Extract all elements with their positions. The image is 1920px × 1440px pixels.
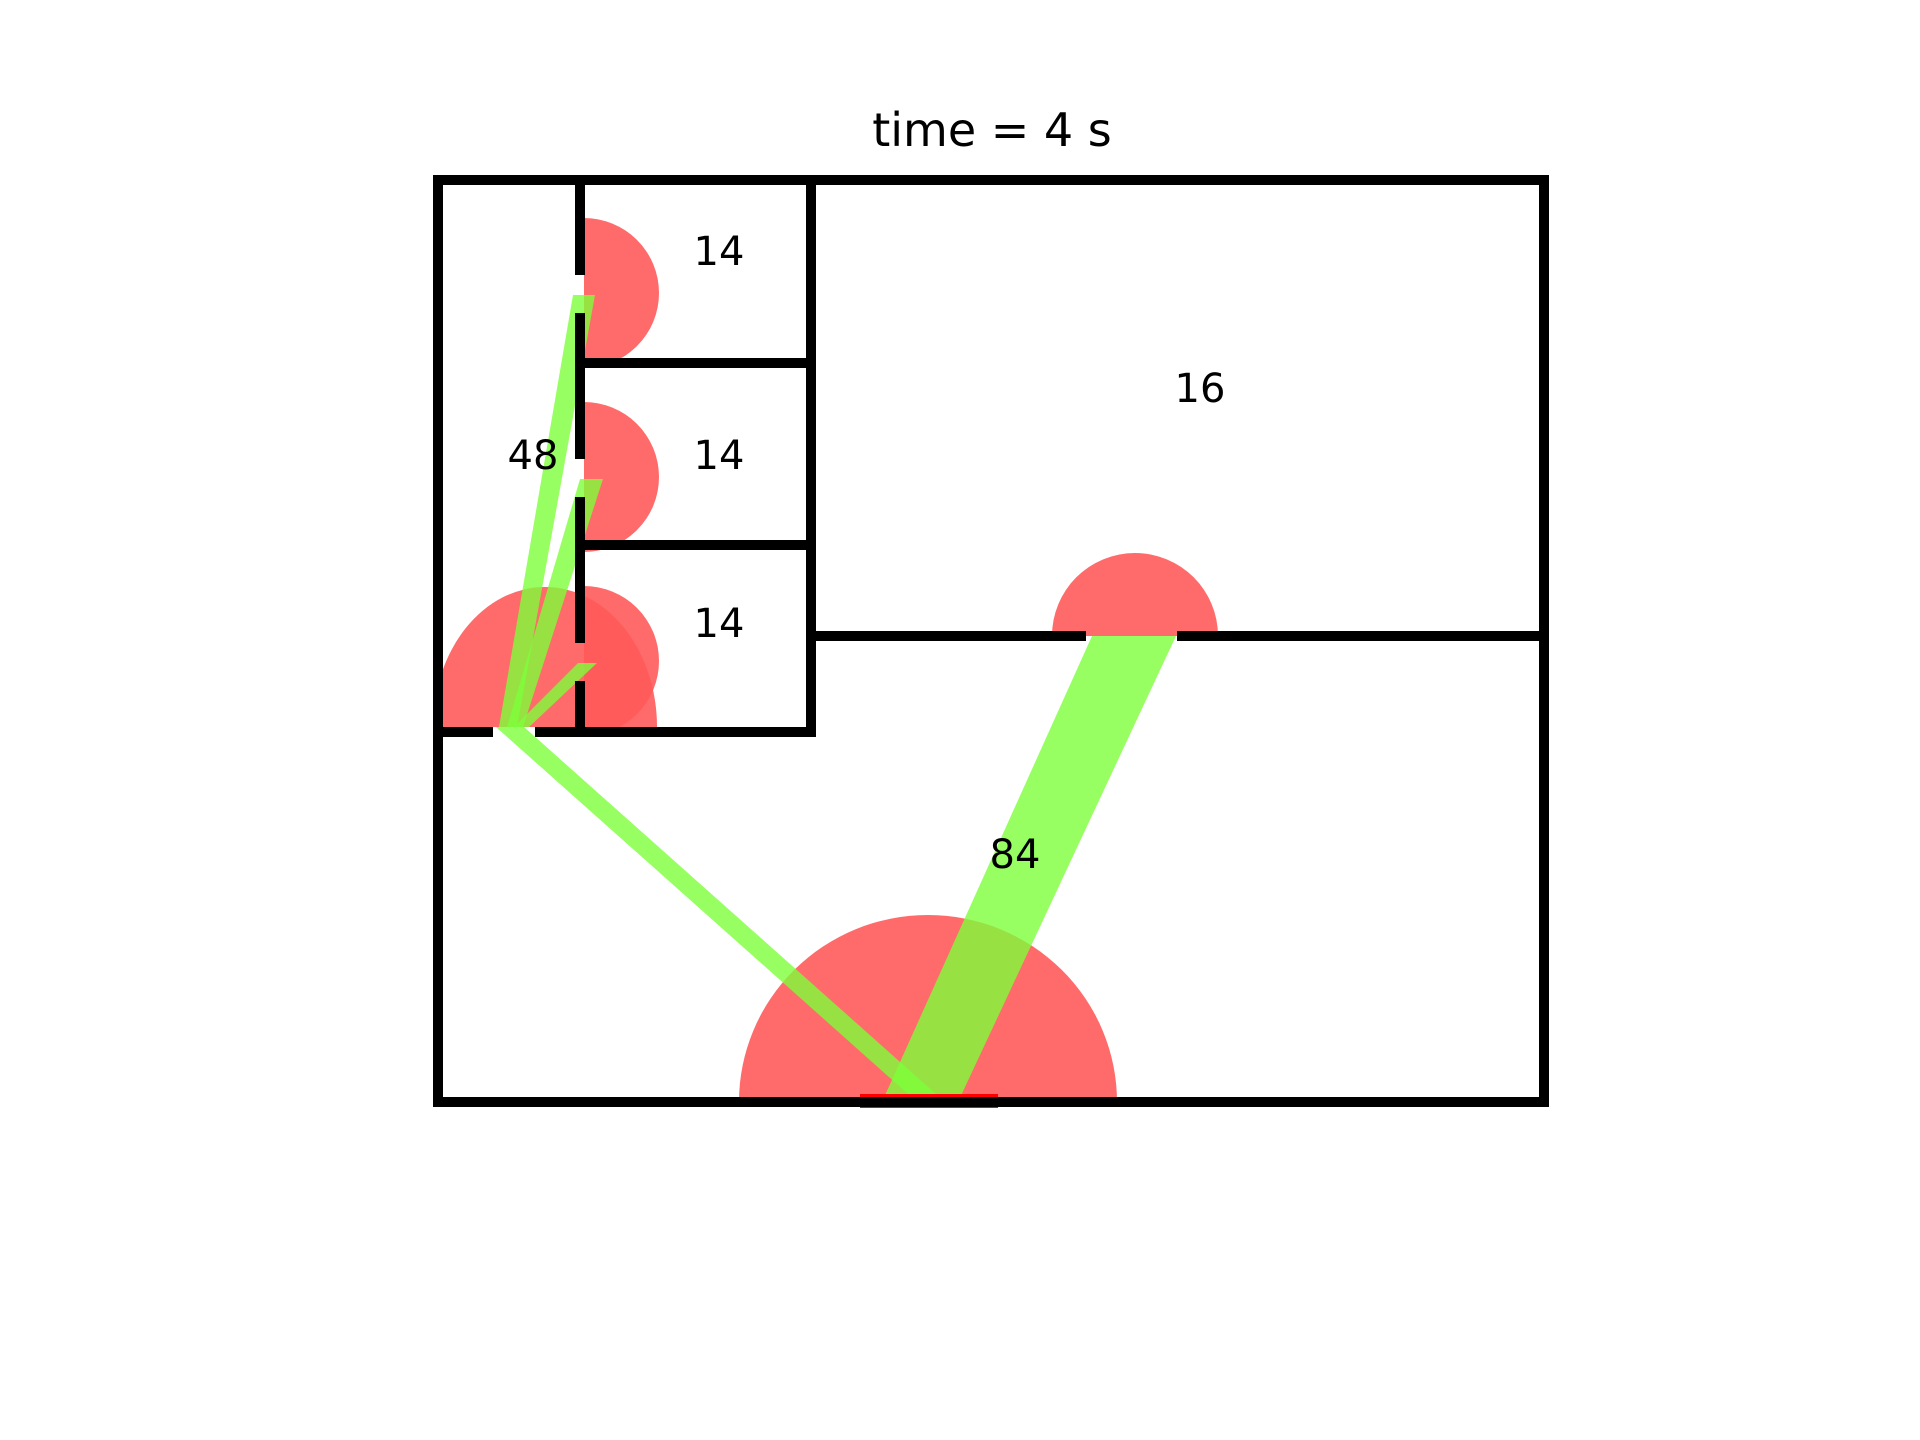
route-arrows xyxy=(496,295,1176,1102)
door-marker-hall-north xyxy=(1052,553,1218,636)
route-arrow-office-3 xyxy=(514,663,597,727)
walls xyxy=(433,175,1549,1107)
route-arrow-office-1 xyxy=(499,295,595,727)
room-label-hall-north: 16 xyxy=(1175,366,1226,412)
room-label-corridor-west: 48 xyxy=(508,433,559,479)
room-labels: 48 14 14 14 16 84 xyxy=(508,229,1226,878)
door-marker-office-2 xyxy=(584,402,659,552)
room-label-office-2: 14 xyxy=(694,433,745,479)
room-label-hall-south: 84 xyxy=(990,832,1041,878)
room-label-office-1: 14 xyxy=(694,229,745,275)
diagram-title: time = 4 s xyxy=(872,103,1112,157)
door-marker-office-1 xyxy=(584,218,659,368)
route-arrow-corridor-exit xyxy=(496,727,945,1102)
wall-outer xyxy=(433,175,1549,1107)
route-arrow-hall-exit xyxy=(882,636,1176,1102)
room-label-office-3: 14 xyxy=(694,601,745,647)
